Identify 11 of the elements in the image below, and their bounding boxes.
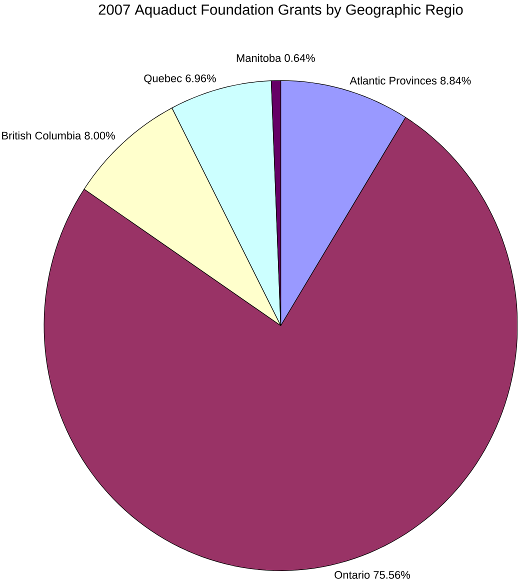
data-label: 6.96% — [186, 74, 216, 82]
chart-title: 2007 Aquaduct Foundation Grants by Geographic Regio — [98, 4, 463, 18]
data-label: 8.84% — [440, 76, 471, 85]
slice-label: Ontario — [334, 570, 370, 579]
slice-label: Atlantic Provinces — [350, 76, 437, 85]
data-label: 8.00% — [84, 132, 116, 140]
slice-label: Manitoba — [237, 54, 282, 62]
data-label: 0.64% — [284, 54, 316, 62]
slice-label: Quebec — [144, 74, 182, 84]
data-label: 75.56% — [374, 571, 410, 579]
slice-label: British Columbia — [2, 131, 82, 140]
